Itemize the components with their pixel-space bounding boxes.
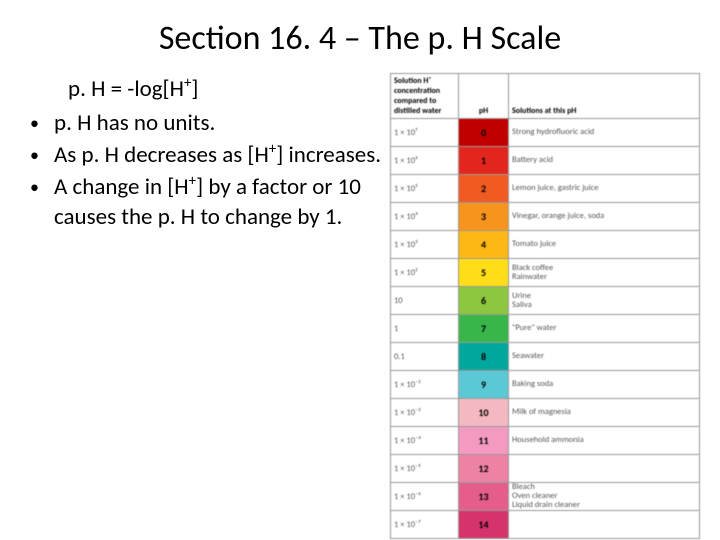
cell-ph: 3	[459, 203, 509, 231]
cell-solution: Black coffee Rainwater	[509, 259, 700, 287]
bullet-item: • p. H has no units.	[30, 109, 382, 139]
table-row: 17"Pure" water	[391, 315, 700, 343]
table-row: 1 × 10⁻²9Baking soda	[391, 371, 700, 399]
cell-concentration: 1 × 10⁻⁴	[391, 427, 459, 455]
header-concentration: Solution H⁺ concentration compared to di…	[391, 74, 459, 119]
cell-concentration: 1 × 10³	[391, 231, 459, 259]
cell-solution: Seawater	[509, 343, 700, 371]
table-row: 1 × 10⁵2Lemon juice, gastric juice	[391, 175, 700, 203]
table-row: 106Urine Saliva	[391, 287, 700, 315]
cell-ph: 4	[459, 231, 509, 259]
table-row: 1 × 10⁷0Strong hydrofluoric acid	[391, 119, 700, 147]
bullet-dot: •	[30, 109, 54, 139]
cell-concentration: 1 × 10⁵	[391, 175, 459, 203]
cell-concentration: 1 × 10⁻⁶	[391, 483, 459, 511]
cell-concentration: 1 × 10⁶	[391, 147, 459, 175]
table-row: 1 × 10⁻³10Milk of magnesia	[391, 399, 700, 427]
right-column: Solution H⁺ concentration compared to di…	[390, 69, 700, 539]
header-ph: pH	[459, 74, 509, 119]
bullet-dot: •	[30, 173, 54, 233]
cell-solution: "Pure" water	[509, 315, 700, 343]
cell-ph: 10	[459, 399, 509, 427]
cell-ph: 5	[459, 259, 509, 287]
cell-concentration: 1 × 10²	[391, 259, 459, 287]
cell-solution: Lemon juice, gastric juice	[509, 175, 700, 203]
cell-concentration: 10	[391, 287, 459, 315]
cell-ph: 9	[459, 371, 509, 399]
content-area: p. H = -log[H+] • p. H has no units. • A…	[0, 69, 720, 539]
table-row: 1 × 10⁶1Battery acid	[391, 147, 700, 175]
cell-concentration: 0.1	[391, 343, 459, 371]
cell-solution: Milk of magnesia	[509, 399, 700, 427]
left-column: p. H = -log[H+] • p. H has no units. • A…	[30, 69, 390, 539]
cell-solution	[509, 511, 700, 539]
cell-concentration: 1 × 10⁻⁵	[391, 455, 459, 483]
cell-ph: 1	[459, 147, 509, 175]
cell-solution: Baking soda	[509, 371, 700, 399]
bullet-text: As p. H decreases as [H+] increases.	[54, 141, 382, 171]
table-row: 1 × 10⁻⁵12	[391, 455, 700, 483]
cell-ph: 6	[459, 287, 509, 315]
cell-solution: Urine Saliva	[509, 287, 700, 315]
cell-ph: 13	[459, 483, 509, 511]
cell-concentration: 1 × 10⁻²	[391, 371, 459, 399]
table-row: 0.18Seawater	[391, 343, 700, 371]
cell-ph: 0	[459, 119, 509, 147]
table-header-row: Solution H⁺ concentration compared to di…	[391, 74, 700, 119]
table-row: 1 × 10⁻⁴11Household ammonia	[391, 427, 700, 455]
bullet-dot: •	[30, 141, 54, 171]
cell-solution: Bleach Oven cleaner Liquid drain cleaner	[509, 483, 700, 511]
ph-scale-table: Solution H⁺ concentration compared to di…	[390, 73, 700, 539]
cell-concentration: 1 × 10⁻³	[391, 399, 459, 427]
cell-ph: 7	[459, 315, 509, 343]
bullet-item: • A change in [H+] by a factor or 10 cau…	[30, 173, 382, 233]
cell-ph: 11	[459, 427, 509, 455]
cell-concentration: 1	[391, 315, 459, 343]
table-row: 1 × 10⁴3Vinegar, orange juice, soda	[391, 203, 700, 231]
cell-solution: Household ammonia	[509, 427, 700, 455]
page-title: Section 16. 4 – The p. H Scale	[0, 0, 720, 69]
cell-solution: Tomato juice	[509, 231, 700, 259]
bullet-item: • As p. H decreases as [H+] increases.	[30, 141, 382, 171]
cell-ph: 12	[459, 455, 509, 483]
table-row: 1 × 10⁻⁷14	[391, 511, 700, 539]
cell-concentration: 1 × 10⁻⁷	[391, 511, 459, 539]
bullet-text: p. H has no units.	[54, 109, 382, 139]
formula: p. H = -log[H+]	[30, 75, 382, 105]
cell-ph: 2	[459, 175, 509, 203]
header-solutions: Solutions at this pH	[509, 74, 700, 119]
cell-concentration: 1 × 10⁴	[391, 203, 459, 231]
table-row: 1 × 10⁻⁶13Bleach Oven cleaner Liquid dra…	[391, 483, 700, 511]
cell-concentration: 1 × 10⁷	[391, 119, 459, 147]
cell-ph: 8	[459, 343, 509, 371]
cell-solution: Battery acid	[509, 147, 700, 175]
cell-solution	[509, 455, 700, 483]
cell-solution: Vinegar, orange juice, soda	[509, 203, 700, 231]
table-row: 1 × 10²5Black coffee Rainwater	[391, 259, 700, 287]
table-row: 1 × 10³4Tomato juice	[391, 231, 700, 259]
cell-ph: 14	[459, 511, 509, 539]
cell-solution: Strong hydrofluoric acid	[509, 119, 700, 147]
bullet-text: A change in [H+] by a factor or 10 cause…	[54, 173, 382, 233]
